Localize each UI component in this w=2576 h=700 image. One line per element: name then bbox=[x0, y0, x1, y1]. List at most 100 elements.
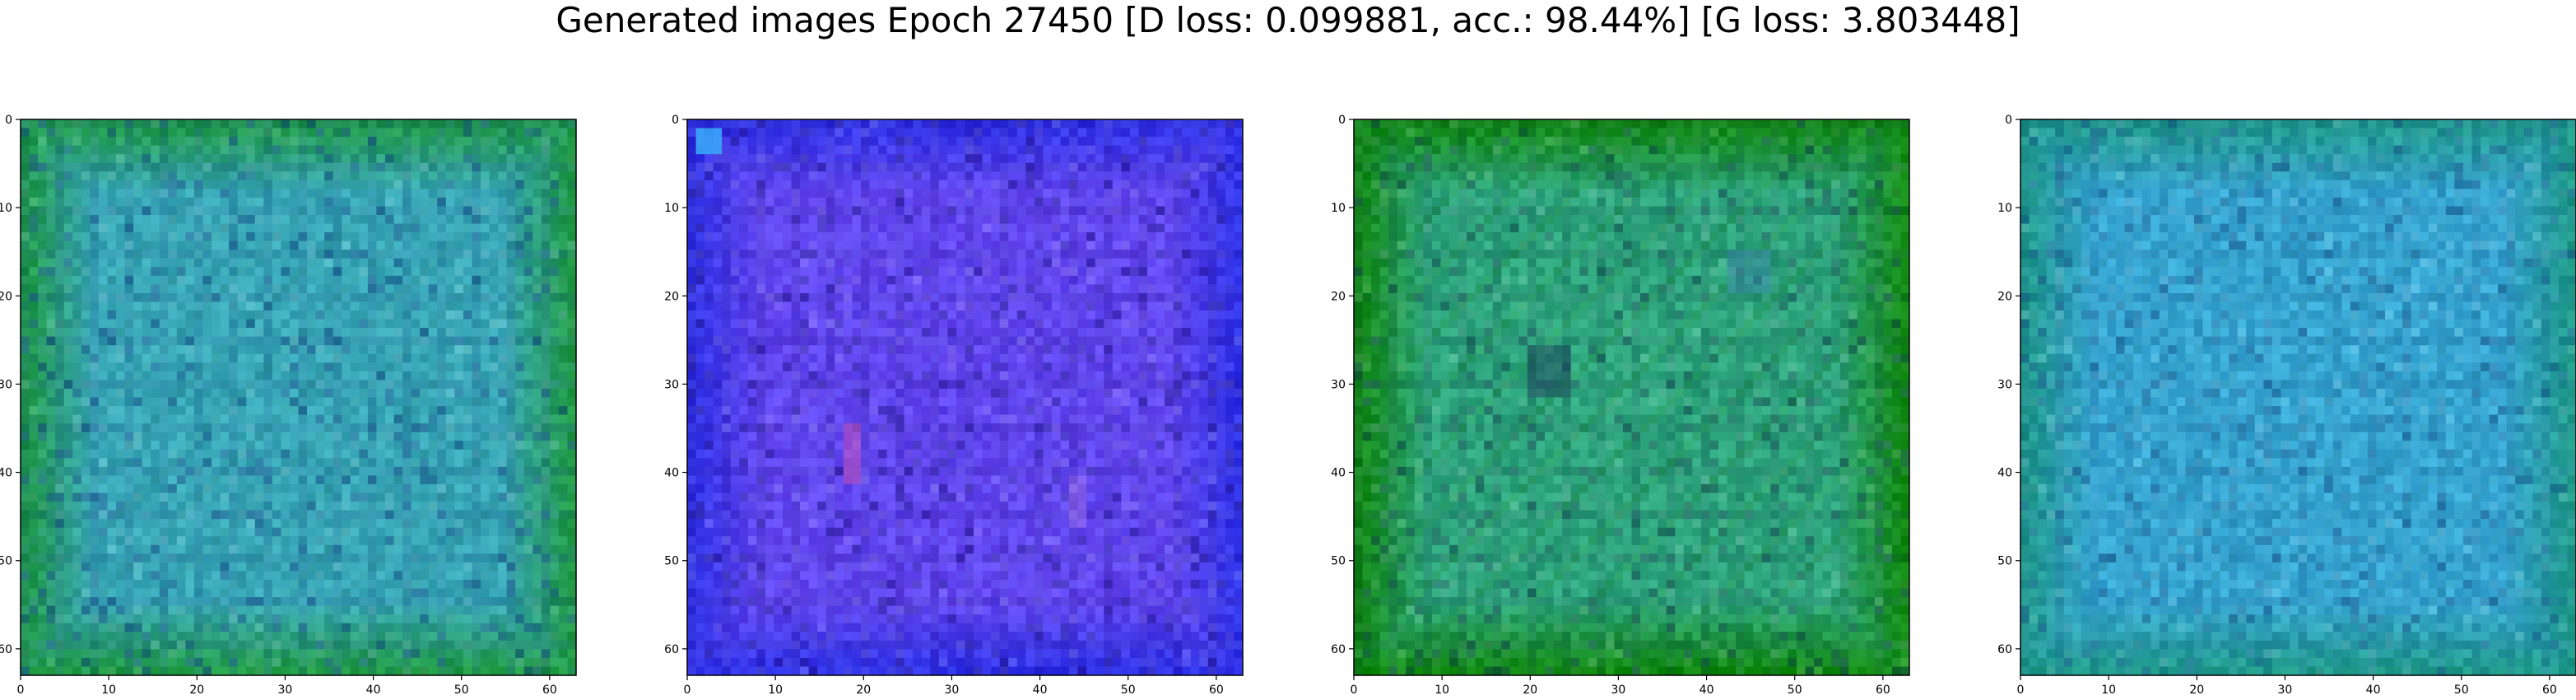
pixel bbox=[151, 232, 160, 241]
pixel bbox=[463, 511, 472, 520]
pixel bbox=[263, 545, 272, 554]
pixel bbox=[246, 441, 255, 450]
pixel bbox=[429, 458, 438, 467]
pixel bbox=[437, 632, 446, 641]
pixel bbox=[342, 467, 351, 476]
pixel bbox=[454, 571, 463, 580]
pixel bbox=[454, 511, 463, 520]
pixel bbox=[687, 146, 696, 155]
pixel bbox=[55, 320, 64, 329]
pixel bbox=[99, 354, 108, 363]
pixel bbox=[81, 154, 91, 163]
pixel bbox=[567, 301, 576, 310]
pixel bbox=[299, 666, 308, 675]
pixel bbox=[133, 171, 142, 180]
pixel bbox=[72, 241, 81, 250]
pixel bbox=[446, 398, 455, 407]
pixel bbox=[783, 189, 792, 198]
pixel bbox=[255, 606, 264, 615]
pixel bbox=[922, 154, 931, 163]
pixel bbox=[116, 345, 125, 354]
pixel bbox=[21, 293, 30, 302]
pixel bbox=[333, 406, 342, 415]
pixel bbox=[185, 641, 194, 650]
pixel bbox=[567, 206, 576, 215]
pixel bbox=[437, 146, 446, 155]
pixel bbox=[307, 354, 316, 363]
pixel bbox=[567, 146, 576, 155]
pixel bbox=[151, 502, 160, 511]
pixel bbox=[696, 137, 705, 146]
pixel bbox=[559, 180, 568, 189]
pixel bbox=[437, 119, 446, 128]
pixel bbox=[1017, 198, 1026, 207]
pixel bbox=[99, 320, 108, 329]
pixel bbox=[324, 545, 333, 554]
pixel bbox=[21, 406, 30, 415]
pixel bbox=[376, 528, 385, 537]
pixel bbox=[463, 293, 472, 302]
pixel bbox=[1225, 171, 1235, 180]
pixel bbox=[81, 337, 91, 346]
pixel bbox=[446, 241, 455, 250]
pixel bbox=[1225, 189, 1235, 198]
pixel bbox=[194, 562, 203, 572]
pixel bbox=[550, 154, 559, 163]
pixel bbox=[333, 163, 342, 172]
pixel bbox=[177, 362, 186, 371]
pixel bbox=[246, 328, 255, 337]
pixel bbox=[351, 484, 360, 493]
pixel bbox=[532, 128, 542, 138]
pixel bbox=[212, 180, 221, 189]
pixel bbox=[263, 441, 272, 450]
pixel bbox=[454, 206, 463, 215]
pixel bbox=[64, 398, 73, 407]
pixel bbox=[454, 423, 463, 432]
pixel bbox=[454, 441, 463, 450]
pixel bbox=[333, 320, 342, 329]
pixel bbox=[490, 406, 499, 415]
pixel bbox=[429, 337, 438, 346]
pixel bbox=[185, 623, 194, 632]
pixel bbox=[307, 137, 316, 146]
pixel bbox=[194, 484, 203, 493]
pixel bbox=[229, 528, 238, 537]
pixel bbox=[307, 284, 316, 293]
pixel bbox=[532, 371, 542, 380]
pixel bbox=[47, 354, 56, 363]
pixel bbox=[342, 562, 351, 572]
pixel bbox=[64, 128, 73, 138]
pixel bbox=[272, 441, 281, 450]
pixel bbox=[351, 571, 360, 580]
pixel bbox=[342, 198, 351, 207]
pixel bbox=[368, 362, 377, 371]
pixel bbox=[299, 154, 308, 163]
pixel bbox=[420, 580, 429, 589]
pixel bbox=[704, 163, 714, 172]
pixel bbox=[524, 301, 533, 310]
pixel bbox=[463, 198, 472, 207]
pixel bbox=[704, 215, 714, 224]
pixel bbox=[472, 493, 481, 502]
pixel bbox=[1025, 146, 1035, 155]
pixel bbox=[498, 614, 507, 623]
pixel bbox=[420, 163, 429, 172]
pixel bbox=[221, 250, 230, 259]
pixel bbox=[333, 441, 342, 450]
pixel bbox=[376, 180, 385, 189]
pixel bbox=[255, 189, 264, 198]
pixel bbox=[351, 154, 360, 163]
pixel bbox=[481, 484, 490, 493]
pixel bbox=[550, 189, 559, 198]
pixel bbox=[90, 580, 99, 589]
pixel bbox=[212, 362, 221, 371]
pixel bbox=[472, 519, 481, 528]
pixel bbox=[567, 293, 576, 302]
pixel bbox=[316, 511, 325, 520]
pixel bbox=[99, 137, 108, 146]
pixel bbox=[446, 475, 455, 484]
pixel bbox=[64, 571, 73, 580]
pixel bbox=[21, 475, 30, 484]
pixel bbox=[376, 502, 385, 511]
pixel bbox=[947, 171, 956, 180]
